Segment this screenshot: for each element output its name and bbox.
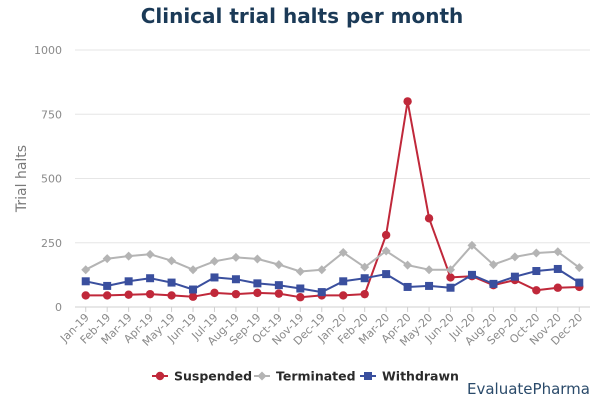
data-point: [231, 289, 241, 299]
series-terminated: [81, 240, 584, 277]
legend-item-suspended: Suspended: [152, 369, 252, 384]
data-point: [532, 267, 541, 276]
data-point: [210, 273, 219, 282]
series-line: [85, 100, 580, 299]
data-point: [253, 288, 262, 298]
data-point: [403, 97, 412, 106]
legend-label: Suspended: [174, 369, 252, 384]
data-point: [188, 265, 198, 275]
data-point: [81, 291, 90, 300]
data-point: [467, 270, 476, 279]
data-point: [188, 292, 198, 301]
data-point: [317, 288, 326, 297]
data-point: [167, 278, 176, 287]
y-axis-label: Trial halts: [14, 145, 30, 213]
chart-title: Clinical trial halts per month: [140, 4, 464, 28]
series-line: [85, 244, 580, 273]
data-point: [446, 283, 455, 292]
data-point: [167, 256, 177, 266]
y-tick-label: 1000: [34, 44, 62, 57]
data-point: [381, 230, 391, 240]
data-point: [296, 284, 305, 293]
data-point: [339, 277, 348, 286]
data-point: [446, 265, 456, 275]
data-point: [209, 256, 219, 266]
data-point: [381, 246, 391, 256]
data-point: [531, 248, 541, 258]
legend: Suspended Terminated Withdrawn: [152, 369, 459, 384]
data-point: [424, 214, 434, 223]
data-point: [145, 249, 155, 259]
data-point: [103, 281, 112, 290]
legend-item-terminated: Terminated: [254, 369, 356, 384]
data-point: [210, 288, 219, 298]
data-point: [81, 265, 91, 275]
data-point: [124, 251, 134, 261]
data-point: [252, 254, 262, 264]
legend-label: Terminated: [276, 369, 356, 384]
series-group: [81, 97, 584, 302]
data-point: [382, 270, 391, 279]
data-point: [339, 291, 348, 300]
data-point: [403, 282, 412, 291]
data-point: [274, 260, 284, 270]
data-point: [257, 371, 267, 381]
data-point: [145, 289, 155, 299]
y-tick-label: 250: [41, 237, 62, 250]
data-point: [553, 247, 563, 257]
y-tick-label: 500: [41, 173, 62, 186]
data-point: [574, 263, 584, 273]
x-tick-labels: Jan-19Feb-19Mar-19Apr-19May-19Jun-19Jul-…: [57, 307, 585, 349]
data-point: [231, 275, 240, 284]
y-tick-label: 0: [55, 301, 62, 314]
y-tick-label: 750: [41, 108, 62, 121]
data-point: [360, 289, 369, 299]
series-line: [85, 268, 580, 294]
data-point: [253, 279, 262, 288]
series-withdrawn: [81, 264, 584, 297]
data-point: [155, 371, 165, 381]
series-suspended: [81, 97, 584, 302]
data-point: [364, 372, 372, 380]
data-point: [510, 272, 519, 281]
data-point: [124, 290, 133, 299]
data-point: [124, 277, 133, 286]
data-point: [167, 291, 176, 300]
data-point: [575, 278, 584, 287]
data-point: [489, 279, 498, 288]
legend-label: Withdrawn: [382, 369, 459, 384]
data-point: [360, 262, 370, 272]
gridlines: [75, 49, 590, 244]
brand-label: EvaluatePharma: [467, 380, 590, 398]
data-point: [102, 291, 112, 300]
data-point: [274, 289, 284, 298]
data-point: [532, 286, 541, 295]
data-point: [510, 252, 520, 262]
data-point: [446, 273, 455, 282]
data-point: [295, 267, 305, 277]
data-point: [553, 264, 562, 273]
data-point: [425, 281, 434, 290]
data-point: [467, 240, 477, 250]
data-point: [553, 283, 563, 292]
data-point: [360, 274, 369, 283]
data-point: [274, 281, 283, 290]
data-point: [338, 248, 348, 258]
data-point: [102, 254, 112, 264]
data-point: [296, 293, 305, 302]
data-point: [81, 277, 90, 286]
data-point: [317, 265, 327, 275]
data-point: [403, 260, 413, 270]
y-tick-labels: 0 250 500 750 1000: [34, 44, 62, 314]
data-point: [189, 285, 198, 294]
data-point: [488, 260, 498, 270]
data-point: [146, 274, 155, 283]
data-point: [231, 252, 241, 262]
legend-item-withdrawn: Withdrawn: [360, 369, 459, 384]
data-point: [424, 265, 434, 275]
